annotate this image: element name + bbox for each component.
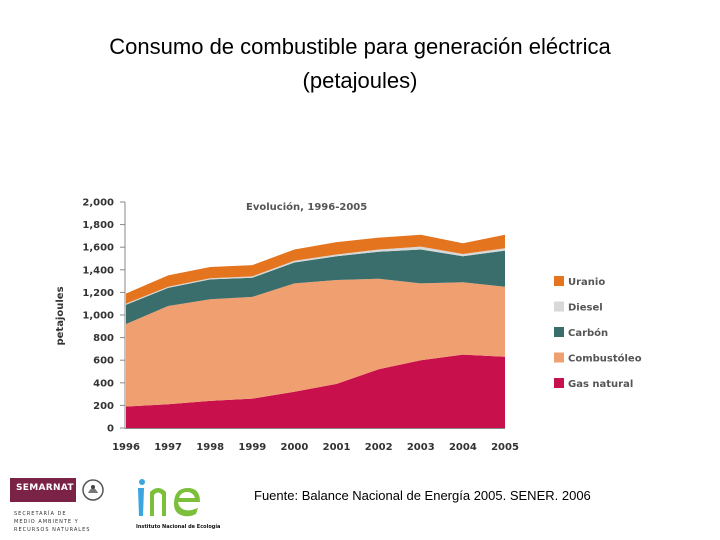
semarnat-subtitle: SECRETARÍA DE MEDIO AMBIENTE Y RECURSOS …: [14, 510, 110, 534]
x-tick-label: 2005: [491, 442, 519, 453]
chart-title: Evolución, 1996-2005: [246, 201, 367, 213]
semarnat-band: [10, 478, 76, 502]
legend-swatch: [554, 352, 564, 363]
area-series-gas-natural: [126, 354, 505, 428]
area-series-combustoleo: [126, 278, 505, 407]
x-tick-label: 1997: [154, 442, 182, 453]
area-series-carbon: [126, 249, 505, 324]
y-tick-label: 600: [93, 356, 114, 367]
legend-swatch: [554, 301, 564, 312]
y-axis-label: petajoules: [55, 286, 66, 345]
area-series-uranio: [126, 234, 505, 304]
x-tick-label: 2003: [407, 442, 435, 453]
eagle-seal-icon: [82, 479, 104, 501]
legend-label: Diesel: [568, 303, 603, 314]
legend-swatch: [554, 276, 564, 286]
legend-label: Combustóleo: [568, 353, 642, 365]
y-tick-label: 1,000: [82, 311, 114, 322]
legend-label: Gas natural: [568, 379, 633, 390]
source-note: Fuente: Balance Nacional de Energía 2005…: [254, 488, 591, 503]
y-tick-label: 0: [107, 424, 114, 435]
y-tick-label: 800: [93, 333, 114, 344]
y-tick-label: 1,400: [82, 265, 114, 276]
ine-caption: Instituto Nacional de Ecología: [136, 524, 221, 530]
ine-mark-icon: [138, 479, 200, 517]
legend-label: Uranio: [568, 277, 605, 288]
semarnat-line: SECRETARÍA DE: [14, 511, 67, 517]
semarnat-line: MEDIO AMBIENTE Y: [14, 519, 79, 525]
legend-label: Carbón: [568, 327, 608, 339]
legend-swatch: [554, 378, 564, 388]
semarnat-logo: SEMARNAT SECRETARÍA DE MEDIO AMBIENTE Y …: [10, 478, 110, 536]
slide-title-line1: Consumo de combustible para generación e…: [109, 34, 611, 59]
ine-logo: Instituto Nacional de Ecología: [132, 474, 220, 534]
slide-title-line2: (petajoules): [302, 68, 418, 93]
x-tick-label: 1998: [196, 442, 224, 453]
semarnat-name: SEMARNAT: [16, 483, 74, 493]
y-tick-label: 1,600: [82, 243, 114, 254]
legend-swatch: [554, 327, 564, 337]
y-tick-label: 2,000: [82, 198, 114, 209]
x-tick-label: 1999: [238, 442, 266, 453]
stacked-area-chart: Evolución, 1996-2005 petajoules 0 200 400 6…: [55, 198, 642, 454]
semarnat-line: RECURSOS NATURALES: [14, 527, 91, 533]
x-tick-label: 2002: [365, 442, 393, 453]
x-tick-label: 1996: [112, 442, 140, 453]
y-tick-label: 1,800: [82, 220, 114, 231]
x-tick-label: 2004: [449, 442, 477, 453]
x-tick-label: 2000: [281, 442, 309, 453]
y-tick-label: 400: [93, 378, 114, 389]
y-tick-label: 200: [93, 401, 114, 412]
x-tick-label: 2001: [323, 442, 351, 453]
area-series-diesel: [126, 246, 505, 305]
y-tick-label: 1,200: [82, 288, 114, 299]
slide-title: Consumo de combustible para generación e…: [40, 30, 680, 98]
